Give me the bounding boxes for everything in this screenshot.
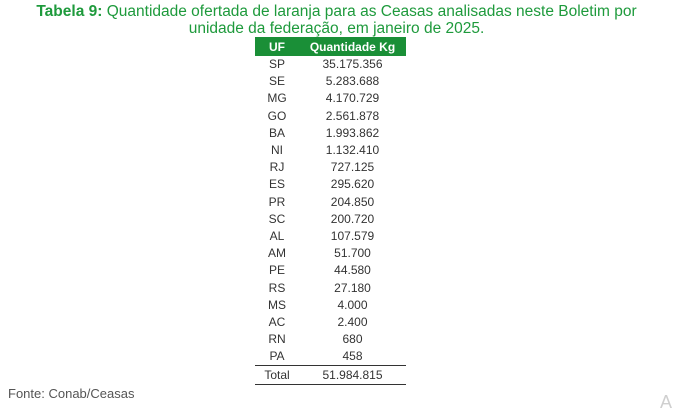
cell-uf: AM [268,246,286,261]
watermark-letter: A [660,392,673,412]
cell-uf: AL [269,228,285,243]
cell-uf: PE [268,263,285,278]
table-row: AL 107.579 [255,228,406,245]
table-row: BA 1.993.862 [255,125,406,142]
cell-uf: AC [268,314,286,329]
caption-line-1: Tabela 9: Quantidade ofertada de laranja… [0,3,673,20]
table-row: GO 2.561.878 [255,108,406,125]
caption-label: Tabela 9: [36,3,103,20]
cell-quantity: 2.400 [337,314,368,329]
cell-quantity: 1.993.862 [325,125,380,140]
source-note: Fonte: Conab/Ceasas [8,386,135,401]
cell-quantity: 295.620 [330,177,375,192]
cell-quantity: 2.561.878 [325,108,380,123]
table-row: NI 1.132.410 [255,142,406,159]
cell-quantity: 204.850 [330,194,375,209]
cell-quantity: 200.720 [330,211,375,226]
cell-quantity: 458 [342,349,363,364]
cell-uf: RJ [269,160,285,175]
cell-quantity: 1.132.410 [325,143,380,158]
cell-uf: BA [268,125,285,140]
table-row: MS 4.000 [255,297,406,314]
table-row: MG 4.170.729 [255,90,406,107]
table-caption: Tabela 9: Quantidade ofertada de laranja… [0,3,673,37]
cell-quantity: 680 [342,332,363,347]
data-table: UF Quantidade Kg SP 35.175.356 SE 5.283.688… [255,37,406,386]
table-row: ES 295.620 [255,176,406,193]
table-row: SC 200.720 [255,211,406,228]
cell-quantity: 107.579 [330,228,375,243]
table-row: PR 204.850 [255,194,406,211]
table-header-row: UF Quantidade Kg [255,37,406,56]
cell-quantity: 4.170.729 [325,91,380,106]
cell-uf: PR [268,194,286,209]
header-quantity: Quantidade Kg [299,37,406,56]
cell-uf: SP [268,57,285,72]
table-row: RN 680 [255,331,406,348]
table-total-row: Total 51.984.815 [255,365,406,386]
table-row: SE 5.283.688 [255,73,406,90]
cell-uf: MS [268,297,286,312]
table-row: SP 35.175.356 [255,56,406,73]
cell-uf: SE [268,74,285,89]
cell-quantity: 4.000 [337,297,368,312]
cell-quantity: 44.580 [334,263,371,278]
cell-uf: PA [269,349,285,364]
cell-uf: RN [268,332,286,347]
total-value: 51.984.815 [299,365,406,386]
cell-quantity: 727.125 [330,160,375,175]
cell-quantity: 35.175.356 [322,57,383,72]
cell-uf: NI [271,143,283,158]
table-row: PE 44.580 [255,262,406,279]
cell-quantity: 51.700 [334,246,371,261]
table-row: RS 27.180 [255,279,406,296]
cell-uf: RS [268,280,286,295]
cell-uf: SC [268,211,286,226]
table-row: AC 2.400 [255,314,406,331]
header-uf: UF [255,37,299,56]
cell-quantity: 27.180 [334,280,371,295]
total-label: Total [255,365,299,386]
table-row: AM 51.700 [255,245,406,262]
caption-line-2: unidade da federação, em janeiro de 2025… [188,20,485,37]
cell-uf: ES [268,177,285,192]
caption-text-1: Quantidade ofertada de laranja para as C… [106,3,637,20]
cell-uf: GO [267,108,287,123]
table-row: PA 458 [255,348,406,366]
cell-quantity: 5.283.688 [325,74,380,89]
cell-uf: MG [267,91,287,106]
table-row: RJ 727.125 [255,159,406,176]
